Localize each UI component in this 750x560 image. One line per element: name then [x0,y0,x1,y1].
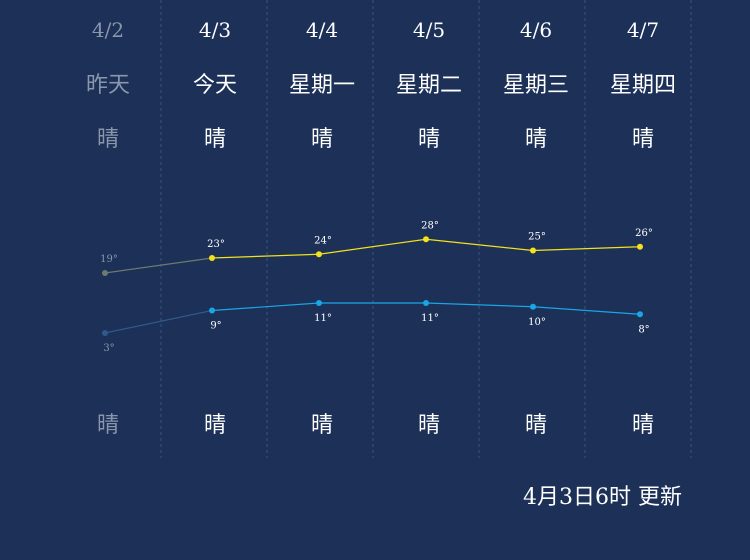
date-label: 4/5 [413,18,445,42]
high-temp-point [423,236,429,243]
day-weather-label: 晴 [632,127,654,152]
date-label: 4/3 [199,18,231,42]
night-weather-label: 晴 [97,413,119,438]
low-temp-point [637,311,643,318]
high-temp-point [316,251,322,258]
high-temp-line-segment [104,257,213,274]
low-temp-label: 9° [210,321,221,332]
high-temp-point [637,243,643,250]
high-temp-label: 28° [421,220,439,231]
low-temp-label: 11° [314,313,332,324]
day-label: 星期四 [610,73,676,98]
high-temp-line-segment [211,253,320,259]
high-temp-point [102,270,108,276]
day-label: 星期一 [289,73,355,98]
day-weather-label: 晴 [97,127,119,152]
high-temp-label: 24° [314,235,332,246]
low-temp-line-segment [211,302,320,312]
high-temp-line-segment [425,238,534,252]
night-weather-label: 晴 [204,413,226,438]
night-weather-label: 晴 [418,413,440,438]
low-temp-label: 10° [528,317,546,328]
high-temp-label: 23° [207,239,225,250]
low-temp-line-segment [425,302,534,308]
high-temp-label: 26° [635,228,653,239]
high-temp-label: 25° [528,232,546,243]
day-label: 星期三 [503,73,569,98]
low-temp-point [423,300,429,306]
date-label: 4/2 [92,18,124,42]
temperature-points: 19° 23° 24° 28° 25° 26° 3° 9° 11° 11° 10° 8° [100,220,653,354]
high-temp-label: 19° [100,254,118,265]
night-weather-row: 晴晴晴晴晴晴 [97,413,654,438]
low-temp-label: 3° [103,343,114,354]
night-weather-label: 晴 [632,413,654,438]
low-temp-label: 11° [421,313,439,324]
night-weather-label: 晴 [311,413,333,438]
high-temp-point [530,247,536,254]
day-weather-label: 晴 [525,127,547,152]
day-weather-label: 晴 [418,127,440,152]
low-temp-line-segment [532,306,641,315]
day-weather-label: 晴 [204,127,226,152]
high-temp-point [209,255,215,261]
column-dividers [160,0,692,458]
temperature-lines [104,238,641,334]
low-temp-point [209,307,215,314]
night-weather-label: 晴 [525,413,547,438]
day-weather-label: 晴 [311,127,333,152]
low-temp-label: 8° [638,324,649,335]
day-label: 昨天 [86,73,130,98]
low-temp-point [530,303,536,310]
day-label: 星期二 [396,73,462,98]
date-label: 4/7 [627,18,659,42]
update-time: 4月3日6时 更新 [523,485,682,510]
high-temp-line-segment [318,238,427,255]
high-temp-line-segment [532,246,641,252]
low-temp-point [102,330,108,336]
day-label: 今天 [193,73,237,98]
low-temp-point [316,300,322,306]
date-label: 4/4 [306,18,338,42]
low-temp-line-segment [104,309,213,334]
date-label: 4/6 [520,18,552,42]
